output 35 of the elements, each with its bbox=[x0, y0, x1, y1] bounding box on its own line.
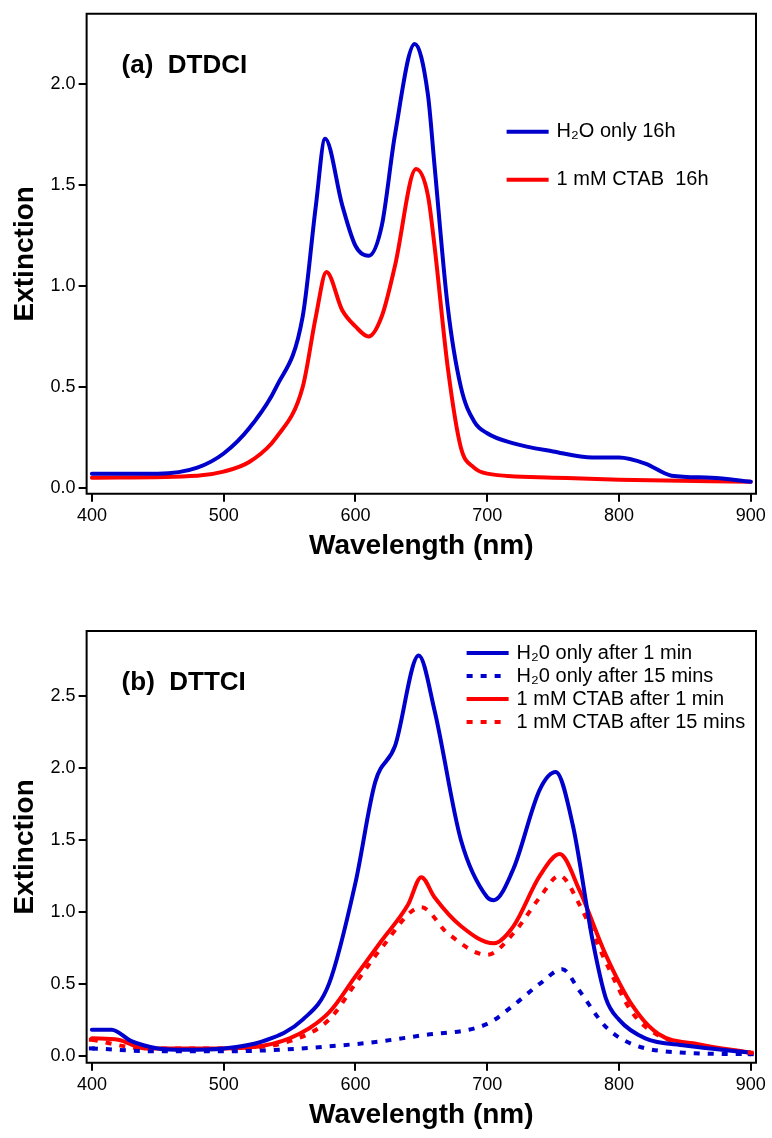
x-tick-label: 700 bbox=[472, 504, 503, 525]
y-tick-label: 1.5 bbox=[50, 828, 76, 849]
y-axis-title: Extinction bbox=[7, 186, 39, 322]
x-tick-label: 900 bbox=[735, 1073, 766, 1094]
y-tick-label: 0.5 bbox=[50, 375, 76, 396]
x-tick-label: 700 bbox=[472, 1073, 503, 1094]
y-tick-label: 2.5 bbox=[50, 684, 76, 705]
x-axis-title: Wavelength (nm) bbox=[309, 528, 534, 560]
y-tick-label: 2.0 bbox=[50, 73, 76, 94]
y-tick-label: 1.0 bbox=[50, 275, 76, 296]
legend-label: 1 mM CTAB after 1 min bbox=[516, 686, 725, 709]
y-tick-label: 0.5 bbox=[50, 972, 76, 993]
annotation: (a) DTDCI bbox=[121, 48, 248, 79]
x-tick-label: 600 bbox=[340, 504, 371, 525]
x-tick-label: 800 bbox=[603, 504, 634, 525]
x-tick-label: 800 bbox=[603, 1073, 634, 1094]
x-tick-label: 600 bbox=[340, 1073, 371, 1094]
x-tick-label: 500 bbox=[208, 504, 239, 525]
x-tick-label: 400 bbox=[76, 1073, 107, 1094]
y-tick-label: 1.0 bbox=[50, 900, 76, 921]
y-tick-label: 0.0 bbox=[50, 1044, 76, 1065]
y-tick-label: 1.5 bbox=[50, 174, 76, 195]
legend-label: 1 mM CTAB 16h bbox=[556, 167, 709, 190]
x-tick-label: 500 bbox=[208, 1073, 239, 1094]
x-tick-label: 900 bbox=[735, 504, 766, 525]
legend-label: H₂O only 16h bbox=[556, 119, 676, 142]
y-tick-label: 2.0 bbox=[50, 756, 76, 777]
y-axis-title: Extinction bbox=[7, 779, 39, 915]
legend-label: H₂0 only after 1 min bbox=[516, 640, 693, 663]
legend-label: H₂0 only after 15 mins bbox=[516, 663, 714, 686]
legend-label: 1 mM CTAB after 15 mins bbox=[516, 709, 746, 732]
x-tick-label: 400 bbox=[76, 504, 107, 525]
x-axis-title: Wavelength (nm) bbox=[309, 1097, 534, 1129]
y-tick-label: 0.0 bbox=[50, 476, 76, 497]
annotation: (b) DTTCI bbox=[121, 666, 246, 697]
